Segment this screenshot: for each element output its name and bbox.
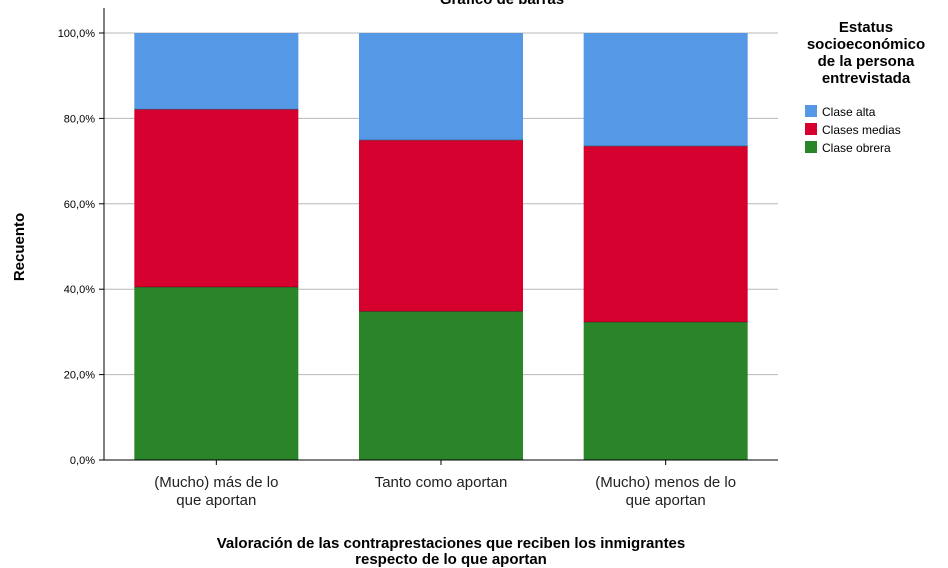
legend-swatch bbox=[805, 141, 817, 153]
x-axis-title-line: Valoración de las contraprestaciones que… bbox=[217, 535, 686, 552]
bar-segment bbox=[583, 322, 748, 460]
bar-segment bbox=[134, 33, 299, 110]
y-tick-label: 100,0% bbox=[58, 28, 96, 40]
legend-title-line: entrevistada bbox=[822, 70, 911, 87]
legend-title-line: Estatus bbox=[839, 19, 893, 36]
bar-segment bbox=[583, 33, 748, 147]
x-tick-label: (Mucho) menos de lo bbox=[595, 474, 736, 491]
legend-label: Clase obrera bbox=[822, 141, 891, 155]
x-tick-label: que aportan bbox=[176, 492, 256, 509]
legend-swatch bbox=[805, 105, 817, 117]
y-tick-label: 0,0% bbox=[70, 455, 95, 467]
x-axis-title: Valoración de las contraprestaciones que… bbox=[217, 535, 686, 568]
legend-label: Clases medias bbox=[822, 123, 901, 137]
legend-swatch bbox=[805, 123, 817, 135]
chart-title: Gráfico de barras bbox=[440, 0, 564, 8]
y-tick-label: 80,0% bbox=[64, 113, 95, 125]
bar-segment bbox=[583, 146, 748, 323]
bar-segment bbox=[134, 287, 299, 460]
legend-title-line: socioeconómico bbox=[807, 36, 925, 53]
bar-segment bbox=[134, 109, 299, 288]
bar-segment bbox=[359, 33, 523, 141]
bar-segment bbox=[359, 140, 523, 312]
x-tick-label: Tanto como aportan bbox=[375, 474, 508, 491]
y-axis: 0,0% 20,0% 40,0% 60,0% 80,0% 100,0% bbox=[58, 8, 105, 467]
x-axis-title-line: respecto de lo que aportan bbox=[355, 551, 547, 568]
bar-segment bbox=[359, 311, 523, 460]
legend-label: Clase alta bbox=[822, 105, 876, 119]
x-tick-label: (Mucho) más de lo bbox=[154, 474, 278, 491]
y-tick-label: 20,0% bbox=[64, 370, 95, 382]
y-axis-title: Recuento bbox=[11, 213, 28, 281]
y-tick-label: 60,0% bbox=[64, 199, 95, 211]
x-tick-label: que aportan bbox=[626, 492, 706, 509]
legend-title-line: de la persona bbox=[818, 53, 915, 70]
bars bbox=[134, 33, 748, 460]
y-tick-label: 40,0% bbox=[64, 284, 95, 296]
